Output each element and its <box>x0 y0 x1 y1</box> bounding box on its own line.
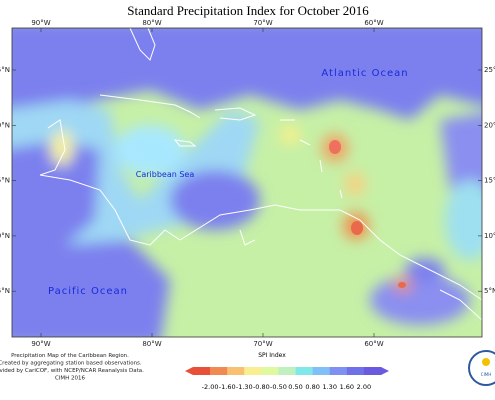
ocean-label: Pacific Ocean <box>48 286 128 297</box>
legend-title: SPI Index <box>258 352 286 359</box>
credit-line: CIMH 2016 <box>55 376 86 382</box>
legend-swatch <box>295 367 313 375</box>
ocean-label: Atlantic Ocean <box>321 68 408 79</box>
credit-line: ovided by CariCOF, with NCEP/NCAR Reanal… <box>0 368 144 374</box>
lon-label: 80°W <box>142 340 161 348</box>
title: Standard Precipitation Index for October… <box>127 3 369 18</box>
lat-label: 20°N <box>0 121 10 129</box>
credit-line: Created by aggregating station based obs… <box>0 361 142 367</box>
logo-text: CIMH <box>481 372 491 377</box>
legend-swatch <box>210 367 228 375</box>
legend-tick-label: -1.60 <box>219 383 236 391</box>
legend-tick-label: 2.00 <box>357 383 371 391</box>
legend-swatch <box>329 367 348 375</box>
lon-label: 90°W <box>31 340 50 348</box>
legend-swatch <box>363 367 382 375</box>
legend-tick-label: 0.50 <box>288 383 302 391</box>
lat-label: 25°N <box>0 66 10 74</box>
credit-line: Precipitation Map of the Caribbean Regio… <box>11 353 129 359</box>
lon-label: 70°W <box>253 340 272 348</box>
legend-tick-label: 1.60 <box>340 383 354 391</box>
spi-field <box>12 28 482 337</box>
lat-label: 20°N <box>484 121 495 129</box>
lon-label: 80°W <box>142 19 161 27</box>
lat-label: 5°N <box>484 287 495 295</box>
legend-arrow <box>185 367 193 375</box>
map-frame <box>11 27 483 338</box>
legend-tick-label: -1.30 <box>236 383 253 391</box>
legend-tick-label: -2.00 <box>202 383 219 391</box>
legend-swatch <box>346 367 365 375</box>
lat-label: 25°N <box>484 66 495 74</box>
lon-label: 90°W <box>31 19 50 27</box>
legend-swatch <box>244 367 262 375</box>
legend-swatch <box>227 367 245 375</box>
legend-swatch <box>278 367 296 375</box>
legend-swatch <box>312 367 331 375</box>
legend-tick-label: 1.30 <box>322 383 336 391</box>
lon-label: 60°W <box>364 19 383 27</box>
sea-label: Caribbean Sea <box>136 170 195 179</box>
lon-label: 60°W <box>364 340 383 348</box>
legend-arrow <box>381 367 389 375</box>
lon-label: 70°W <box>253 19 272 27</box>
legend-tick-label: 0.80 <box>305 383 319 391</box>
lat-label: 5°N <box>0 287 10 295</box>
lat-label: 15°N <box>0 177 10 185</box>
legend-swatch <box>261 367 279 375</box>
lat-label: 15°N <box>484 177 495 185</box>
lat-label: 10°N <box>484 232 495 240</box>
legend-tick-label: -0.50 <box>270 383 287 391</box>
logo-sun <box>482 358 490 366</box>
legend-tick-label: -0.80 <box>253 383 270 391</box>
coastlines <box>39 28 482 321</box>
logo <box>468 350 495 386</box>
legend-swatch <box>193 367 211 375</box>
lat-label: 10°N <box>0 232 10 240</box>
